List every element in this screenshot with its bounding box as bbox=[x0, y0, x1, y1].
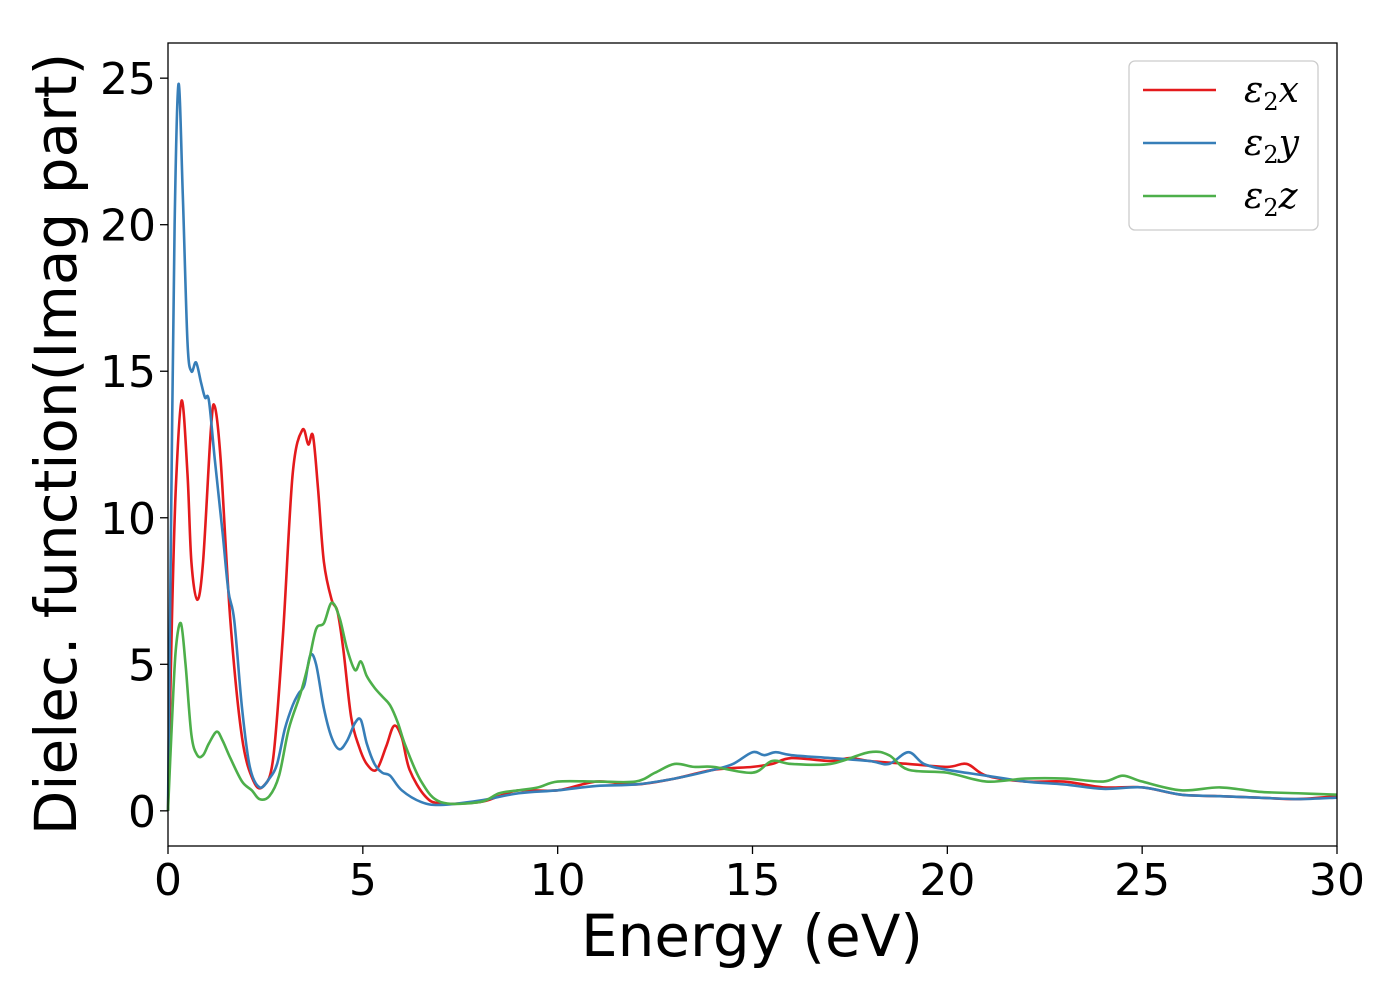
x-axis-ticks: 0 5 10 15 20 25 30 bbox=[154, 846, 1365, 906]
legend: ε2x ε2y ε2z bbox=[1128, 60, 1319, 231]
x-tick-label: 25 bbox=[1114, 855, 1170, 906]
x-tick-label: 15 bbox=[725, 855, 781, 906]
x-axis-label: Energy (eV) bbox=[581, 902, 923, 970]
x-tick-label: 0 bbox=[154, 855, 182, 906]
legend-label-z: ε2z bbox=[1244, 176, 1299, 222]
series-line-x bbox=[166, 399, 1338, 811]
y-tick-label: 15 bbox=[100, 347, 156, 398]
y-tick-label: 20 bbox=[100, 201, 156, 252]
x-tick-label: 5 bbox=[349, 855, 377, 906]
series-line-y bbox=[166, 82, 1338, 811]
x-tick-label: 30 bbox=[1309, 855, 1365, 906]
legend-label-x: ε2x bbox=[1244, 70, 1299, 116]
y-axis-ticks: 0 5 10 15 20 25 bbox=[100, 54, 168, 838]
y-tick-label: 0 bbox=[128, 787, 156, 838]
x-tick-label: 20 bbox=[919, 855, 975, 906]
y-tick-label: 10 bbox=[100, 494, 156, 545]
series-layer bbox=[166, 82, 1338, 811]
legend-label-y: ε2y bbox=[1244, 123, 1300, 169]
y-tick-label: 5 bbox=[128, 640, 156, 691]
x-tick-label: 10 bbox=[530, 855, 586, 906]
legend-box bbox=[1128, 60, 1319, 231]
y-axis-label: Dielec. function(Imag part) bbox=[22, 53, 90, 836]
series-line-z bbox=[166, 601, 1338, 811]
y-tick-label: 25 bbox=[100, 54, 156, 105]
